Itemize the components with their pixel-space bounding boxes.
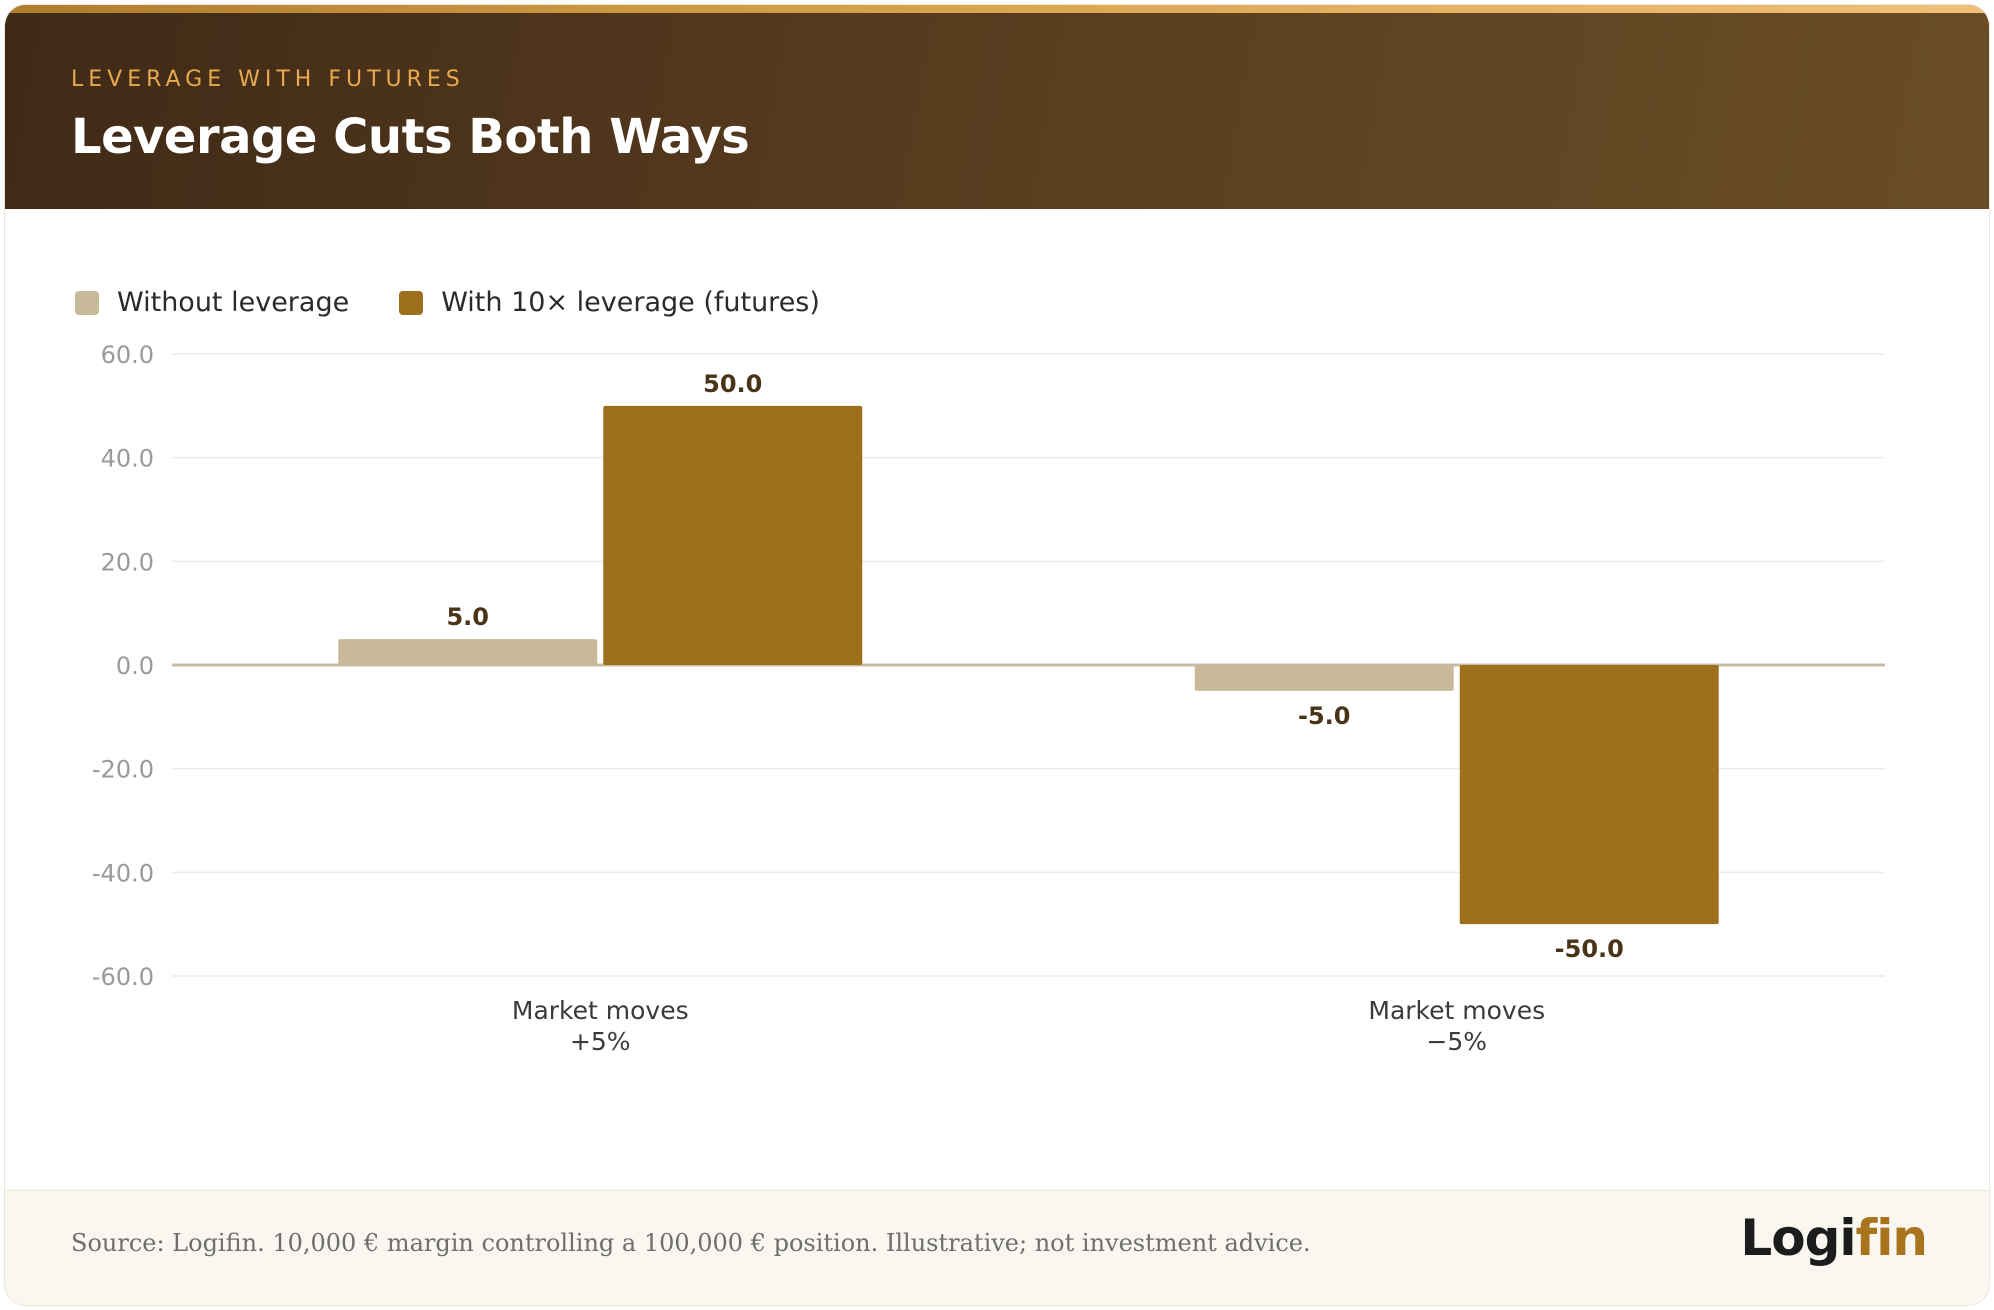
bar-value-label: 5.0 bbox=[446, 603, 489, 631]
bar-series2-cat1 bbox=[603, 405, 863, 665]
legend: Without leverage With 10× leverage (futu… bbox=[75, 287, 870, 318]
bar-series1-cat2 bbox=[1194, 665, 1454, 691]
legend-item-without-leverage: Without leverage bbox=[75, 287, 349, 318]
footer: Source: Logifin. 10,000 € margin control… bbox=[5, 1190, 1989, 1305]
y-tick-label: -60.0 bbox=[92, 963, 154, 991]
legend-swatch-with-leverage bbox=[399, 290, 424, 315]
header-accent-stripe bbox=[5, 5, 1989, 13]
y-tick-label: 40.0 bbox=[101, 445, 154, 473]
legend-swatch-without-leverage bbox=[75, 290, 99, 315]
header-eyebrow: LEVERAGE WITH FUTURES bbox=[71, 67, 465, 92]
y-tick-label: 0.0 bbox=[116, 652, 154, 680]
y-tick-label: 20.0 bbox=[101, 548, 154, 576]
y-tick-label: -40.0 bbox=[92, 859, 154, 887]
x-category-label: Market moves bbox=[1368, 996, 1545, 1025]
bar-value-label: 50.0 bbox=[703, 370, 762, 398]
legend-item-with-leverage: With 10× leverage (futures) bbox=[399, 287, 820, 318]
bar-value-label: -50.0 bbox=[1555, 935, 1624, 963]
header-banner: LEVERAGE WITH FUTURES Leverage Cuts Both… bbox=[5, 5, 1989, 209]
chart-title: Leverage Cuts Both Ways bbox=[71, 109, 750, 165]
x-category-label: +5% bbox=[570, 1027, 631, 1056]
bar-chart: 60.0 40.0 20.0 0.0 -20.0 -40.0 -60.0 5.0 50.0 Mar… bbox=[92, 341, 1885, 1056]
legend-label-with-leverage: With 10× leverage (futures) bbox=[441, 287, 820, 318]
brand-logo: Logifin bbox=[1740, 1209, 1928, 1267]
brand-logo-part-2: fin bbox=[1855, 1209, 1928, 1267]
x-category-label: −5% bbox=[1426, 1027, 1487, 1056]
x-category-label: Market moves bbox=[512, 996, 689, 1025]
legend-label-without-leverage: Without leverage bbox=[117, 287, 350, 318]
brand-logo-part-1: Logi bbox=[1740, 1209, 1856, 1267]
y-tick-label: 60.0 bbox=[101, 341, 154, 369]
bar-value-label: -5.0 bbox=[1298, 702, 1350, 730]
source-note: Source: Logifin. 10,000 € margin control… bbox=[71, 1229, 1311, 1257]
chart-card: LEVERAGE WITH FUTURES Leverage Cuts Both… bbox=[4, 4, 1990, 1306]
bar-series2-cat2 bbox=[1459, 665, 1719, 925]
y-tick-label: -20.0 bbox=[92, 756, 154, 784]
bar-series1-cat1 bbox=[338, 639, 598, 665]
